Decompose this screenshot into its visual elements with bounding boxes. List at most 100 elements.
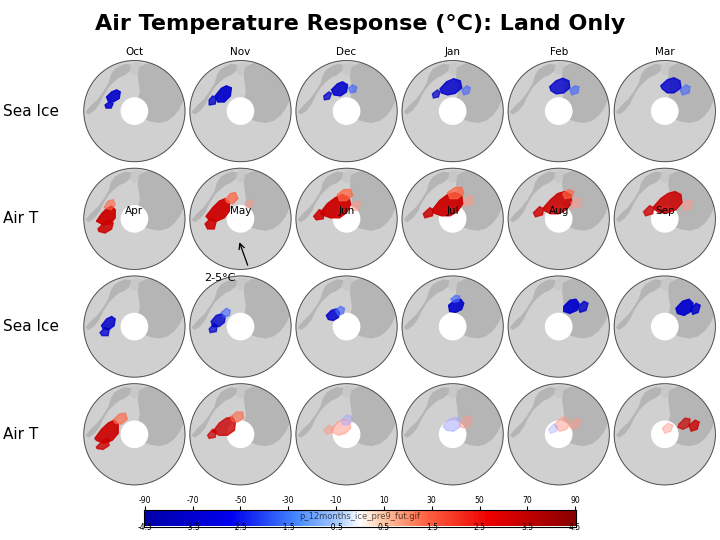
Ellipse shape (190, 276, 291, 377)
Ellipse shape (546, 313, 572, 340)
Polygon shape (343, 279, 356, 290)
Text: Feb: Feb (549, 46, 568, 57)
Polygon shape (343, 63, 356, 75)
Polygon shape (510, 280, 559, 329)
Polygon shape (449, 63, 462, 75)
Polygon shape (510, 65, 559, 113)
Polygon shape (215, 86, 231, 102)
Ellipse shape (333, 206, 360, 232)
Ellipse shape (228, 313, 253, 340)
Polygon shape (433, 193, 463, 216)
Ellipse shape (190, 60, 291, 161)
Polygon shape (351, 201, 361, 211)
Ellipse shape (439, 206, 466, 232)
Polygon shape (617, 65, 666, 113)
Polygon shape (314, 210, 324, 220)
Ellipse shape (121, 206, 148, 232)
Polygon shape (554, 171, 568, 183)
Polygon shape (433, 90, 440, 98)
Polygon shape (455, 171, 503, 230)
Polygon shape (105, 102, 113, 108)
Polygon shape (192, 280, 241, 329)
Polygon shape (331, 419, 351, 435)
Ellipse shape (333, 421, 360, 448)
Text: -4.5: -4.5 (138, 523, 153, 532)
Ellipse shape (546, 421, 572, 448)
Polygon shape (563, 190, 574, 199)
Polygon shape (207, 429, 216, 438)
Ellipse shape (296, 276, 397, 377)
Text: 4.5: 4.5 (569, 523, 581, 532)
Polygon shape (86, 65, 135, 113)
Polygon shape (137, 63, 184, 122)
Polygon shape (455, 63, 503, 122)
Polygon shape (102, 316, 115, 329)
Polygon shape (95, 420, 118, 443)
Polygon shape (570, 86, 579, 95)
Polygon shape (130, 171, 143, 183)
Text: 0.5: 0.5 (378, 523, 390, 532)
Polygon shape (571, 198, 582, 209)
Polygon shape (324, 425, 333, 434)
Ellipse shape (190, 384, 291, 485)
Polygon shape (554, 63, 568, 75)
Polygon shape (654, 192, 682, 213)
Ellipse shape (84, 276, 185, 377)
Polygon shape (299, 280, 348, 329)
Text: Sea Ice: Sea Ice (3, 319, 59, 334)
Text: 2.5: 2.5 (474, 523, 485, 532)
Polygon shape (331, 82, 348, 96)
Polygon shape (137, 171, 184, 230)
Text: Mar: Mar (655, 46, 675, 57)
Polygon shape (564, 299, 579, 313)
Polygon shape (96, 438, 109, 449)
Ellipse shape (439, 421, 466, 448)
Polygon shape (562, 171, 608, 230)
Polygon shape (341, 415, 351, 425)
Text: Jun: Jun (338, 206, 355, 216)
Text: Oct: Oct (125, 46, 143, 57)
Text: Air T: Air T (3, 427, 38, 442)
Polygon shape (349, 279, 396, 338)
Polygon shape (299, 388, 348, 437)
Ellipse shape (121, 421, 148, 448)
Text: Aug: Aug (549, 206, 569, 216)
Polygon shape (464, 195, 474, 207)
Polygon shape (667, 279, 714, 338)
Ellipse shape (614, 60, 716, 161)
Polygon shape (338, 190, 353, 201)
Polygon shape (113, 413, 127, 424)
Polygon shape (451, 295, 460, 302)
Polygon shape (236, 63, 250, 75)
Polygon shape (206, 199, 230, 221)
Ellipse shape (546, 206, 572, 232)
Text: Sep: Sep (655, 206, 675, 216)
Polygon shape (617, 172, 666, 221)
Polygon shape (348, 85, 356, 93)
Ellipse shape (228, 206, 253, 232)
Polygon shape (617, 280, 666, 329)
Ellipse shape (296, 168, 397, 269)
Polygon shape (324, 92, 331, 100)
Polygon shape (617, 388, 666, 437)
Polygon shape (221, 308, 230, 318)
Polygon shape (644, 206, 654, 216)
Ellipse shape (508, 60, 609, 161)
Polygon shape (192, 388, 241, 437)
Text: Sea Ice: Sea Ice (3, 104, 59, 119)
Polygon shape (562, 63, 608, 122)
Text: Air Temperature Response (°C): Land Only: Air Temperature Response (°C): Land Only (95, 14, 625, 33)
Text: 1.5: 1.5 (426, 523, 438, 532)
Polygon shape (236, 171, 250, 183)
Polygon shape (554, 279, 568, 290)
Polygon shape (349, 171, 396, 230)
Ellipse shape (402, 60, 503, 161)
Ellipse shape (652, 206, 678, 232)
Polygon shape (192, 65, 241, 113)
Polygon shape (689, 420, 699, 431)
Ellipse shape (508, 276, 609, 377)
Polygon shape (554, 386, 568, 398)
Polygon shape (554, 417, 570, 431)
Polygon shape (299, 172, 348, 221)
Polygon shape (130, 63, 143, 75)
